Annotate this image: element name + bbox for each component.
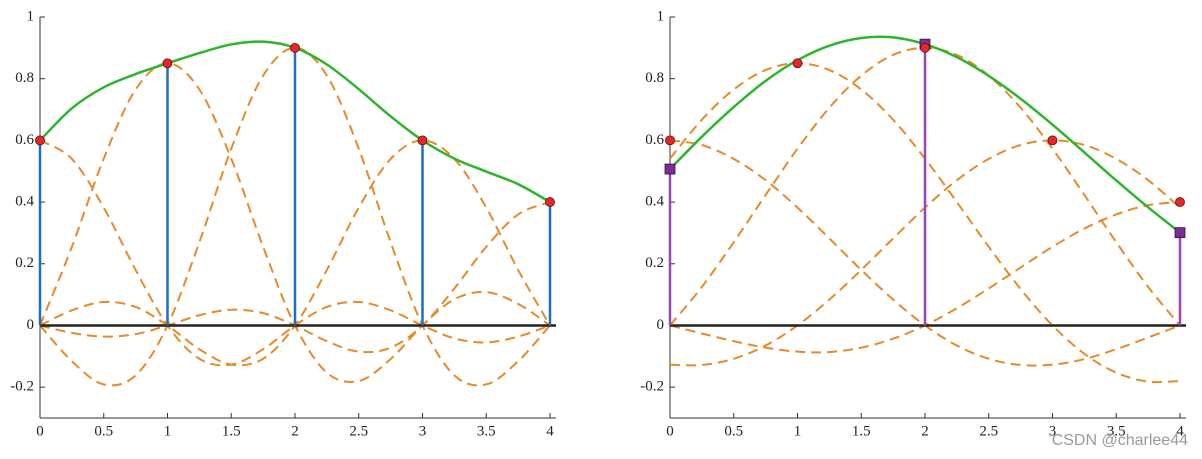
y-tick-label: 0.8 (15, 70, 34, 86)
x-tick-label: 0 (666, 423, 674, 439)
x-tick-label: 4 (1176, 423, 1184, 439)
x-tick-label: 1.5 (222, 423, 241, 439)
point (1174, 227, 1186, 239)
panel: 0 0.5 1 1.5 2 2.5 3 3.5 4 -0.2 0 0.2 0.4 0.6 0.8 1 CSDN … (640, 8, 1188, 449)
y-tick-label: 0.2 (15, 255, 34, 271)
x-tick-label: 2.5 (349, 423, 368, 439)
watermark: CSDN @charlee44 (1052, 432, 1188, 449)
y-tick-label: 0 (657, 317, 665, 333)
panel: 0 0.5 1 1.5 2 2.5 3 3.5 4 -0.2 0 0.2 0.4 0.6 0.8 1 (10, 8, 556, 439)
x-tick-label: 1 (794, 423, 802, 439)
x-tick-label: 2 (291, 423, 299, 439)
point (162, 58, 173, 69)
dashed-curve (39, 139, 551, 367)
point (1175, 197, 1185, 207)
point (665, 135, 675, 146)
x-tick-label: 1.5 (852, 423, 871, 439)
y-tick-label: -0.2 (10, 379, 34, 395)
point (664, 163, 676, 175)
y-tick-label: 0.4 (15, 194, 34, 210)
x-tick-label: 2.5 (979, 423, 998, 439)
y-tick-label: -0.2 (640, 379, 664, 395)
x-tick-label: 0.5 (724, 423, 743, 439)
y-tick-label: 0.6 (15, 132, 34, 148)
y-tick-label: 1 (657, 8, 665, 24)
x-tick-label: 0.5 (94, 423, 113, 439)
point (1047, 135, 1058, 146)
x-tick-label: 0 (36, 423, 44, 439)
dashed-curve (39, 46, 551, 387)
point (35, 135, 45, 146)
x-tick-label: 3 (419, 423, 427, 439)
x-tick-label: 1 (164, 423, 172, 439)
x-tick-label: 3.5 (477, 423, 496, 439)
point (417, 135, 428, 146)
point (545, 197, 555, 207)
point (290, 42, 300, 53)
x-tick-label: 4 (546, 423, 554, 439)
point (792, 58, 803, 69)
x-tick-label: 2 (921, 423, 929, 439)
y-tick-label: 0.2 (645, 255, 664, 271)
y-tick-label: 0.8 (645, 70, 664, 86)
y-tick-label: 0 (27, 317, 35, 333)
dashed-curve (39, 62, 551, 383)
x-tick-label: 3.5 (1107, 423, 1126, 439)
y-tick-label: 0.6 (645, 132, 664, 148)
y-tick-label: 1 (27, 8, 35, 24)
y-tick-label: 0.4 (645, 194, 664, 210)
x-tick-label: 3 (1049, 423, 1057, 439)
point (920, 42, 930, 53)
